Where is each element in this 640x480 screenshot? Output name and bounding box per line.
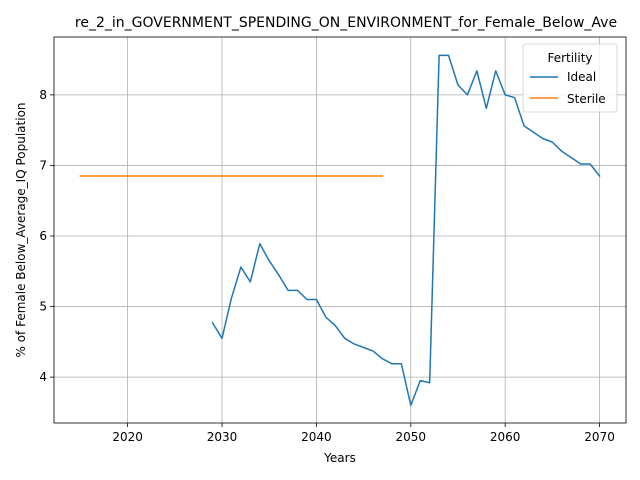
y-axis-ticks: 4 5 6 7 8 [39,88,54,384]
series-line-ideal [211,54,601,407]
x-tick-label: 2020 [112,430,143,444]
legend: Fertility Ideal Sterile [522,43,618,113]
series-layer [79,54,601,407]
y-tick-label: 7 [39,158,47,172]
x-tick-label: 2040 [301,430,332,444]
legend-box [522,43,618,113]
y-tick-label: 5 [39,300,47,314]
plot-frame [53,36,627,424]
x-tick-label: 2050 [396,430,427,444]
x-tick-label: 2030 [207,430,238,444]
x-axis-label: Years [323,451,356,465]
x-tick-label: 2060 [490,430,521,444]
legend-label-sterile: Sterile [567,92,606,106]
x-tick-label: 2070 [584,430,615,444]
chart-title: re_2_in_GOVERNMENT_SPENDING_ON_ENVIRONME… [75,15,617,31]
y-tick-label: 8 [39,88,47,102]
y-axis-label: % of Female Below_Average_IQ Population [14,102,28,357]
y-tick-label: 4 [39,370,47,384]
x-axis-ticks: 2020 2030 2040 2050 2060 2070 [112,423,615,444]
legend-label-ideal: Ideal [567,70,596,84]
legend-title: Fertility [547,51,592,65]
y-tick-label: 6 [39,229,47,243]
